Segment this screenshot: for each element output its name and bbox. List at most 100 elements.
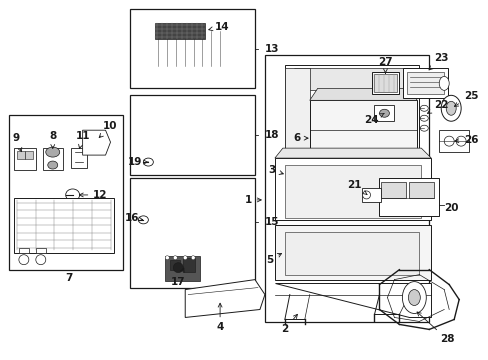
Ellipse shape: [191, 256, 195, 260]
Text: 21: 21: [346, 180, 366, 194]
Text: 22: 22: [427, 100, 447, 113]
Text: 3: 3: [268, 165, 283, 175]
Bar: [403, 68, 447, 98]
Ellipse shape: [48, 161, 58, 169]
Ellipse shape: [173, 263, 183, 273]
Text: 27: 27: [377, 58, 392, 73]
Text: 5: 5: [266, 253, 281, 265]
Ellipse shape: [420, 115, 427, 121]
FancyBboxPatch shape: [147, 106, 234, 165]
Text: 12: 12: [79, 190, 107, 200]
Ellipse shape: [362, 191, 370, 199]
FancyBboxPatch shape: [135, 183, 249, 280]
Text: 18: 18: [264, 130, 279, 140]
Text: 28: 28: [416, 312, 453, 345]
Text: 9: 9: [12, 133, 22, 152]
Bar: [9, 115, 123, 270]
Bar: [381, 182, 406, 198]
Bar: [170, 260, 180, 270]
Bar: [438, 130, 468, 152]
Bar: [379, 178, 438, 216]
Ellipse shape: [455, 136, 465, 146]
Bar: [130, 95, 254, 175]
FancyBboxPatch shape: [155, 197, 232, 245]
Ellipse shape: [183, 256, 187, 260]
Ellipse shape: [173, 256, 177, 260]
Ellipse shape: [165, 256, 169, 260]
Text: 11: 11: [75, 131, 90, 149]
Polygon shape: [274, 148, 430, 158]
Polygon shape: [274, 283, 430, 318]
Bar: [408, 182, 433, 198]
Polygon shape: [185, 280, 264, 318]
Text: 14: 14: [208, 22, 229, 32]
Bar: [130, 178, 254, 288]
Text: 24: 24: [364, 113, 383, 125]
Text: 7: 7: [65, 273, 72, 283]
Ellipse shape: [402, 282, 426, 314]
Ellipse shape: [143, 158, 153, 166]
Ellipse shape: [420, 125, 427, 131]
Text: 10: 10: [99, 121, 118, 138]
Text: 15: 15: [264, 217, 279, 227]
Bar: [14, 198, 113, 253]
Bar: [407, 72, 443, 94]
Ellipse shape: [438, 76, 448, 90]
Bar: [373, 75, 397, 92]
Text: 1: 1: [244, 195, 261, 205]
Polygon shape: [285, 66, 419, 155]
Bar: [165, 256, 200, 280]
Ellipse shape: [36, 255, 46, 265]
Text: 25: 25: [453, 91, 477, 106]
Ellipse shape: [46, 147, 60, 157]
Polygon shape: [274, 158, 430, 220]
Bar: [17, 151, 25, 159]
Bar: [42, 148, 62, 170]
Polygon shape: [285, 232, 419, 275]
Polygon shape: [294, 68, 410, 90]
Polygon shape: [309, 88, 416, 100]
Text: 19: 19: [128, 157, 148, 167]
Bar: [36, 248, 46, 253]
Ellipse shape: [420, 105, 427, 111]
Bar: [14, 148, 36, 170]
Bar: [183, 258, 195, 272]
Bar: [19, 248, 29, 253]
Polygon shape: [274, 225, 430, 280]
Text: 26: 26: [454, 135, 477, 145]
Ellipse shape: [65, 189, 80, 201]
Text: 17: 17: [171, 268, 185, 287]
FancyBboxPatch shape: [145, 188, 242, 253]
Text: 23: 23: [428, 54, 447, 70]
Polygon shape: [285, 165, 421, 218]
Bar: [374, 105, 394, 121]
Ellipse shape: [379, 109, 388, 117]
Text: 6: 6: [293, 133, 307, 143]
Text: 2: 2: [281, 314, 297, 334]
Text: 4: 4: [216, 303, 224, 332]
Text: 8: 8: [49, 131, 56, 148]
Ellipse shape: [440, 95, 460, 121]
FancyBboxPatch shape: [149, 23, 230, 76]
Bar: [361, 188, 381, 202]
Bar: [371, 72, 399, 94]
Bar: [264, 55, 428, 323]
Text: 13: 13: [264, 44, 279, 54]
FancyBboxPatch shape: [139, 13, 241, 86]
Ellipse shape: [138, 216, 148, 224]
Text: 16: 16: [125, 213, 142, 223]
Bar: [155, 23, 205, 39]
Ellipse shape: [443, 136, 453, 146]
FancyBboxPatch shape: [155, 113, 225, 158]
Bar: [130, 9, 254, 88]
Bar: [25, 151, 33, 159]
Polygon shape: [309, 100, 416, 152]
FancyBboxPatch shape: [138, 98, 243, 173]
Ellipse shape: [446, 101, 455, 115]
Polygon shape: [82, 130, 110, 155]
Text: 20: 20: [443, 203, 458, 213]
Ellipse shape: [19, 255, 29, 265]
Bar: [71, 148, 86, 168]
Polygon shape: [285, 68, 309, 153]
Ellipse shape: [407, 289, 420, 306]
